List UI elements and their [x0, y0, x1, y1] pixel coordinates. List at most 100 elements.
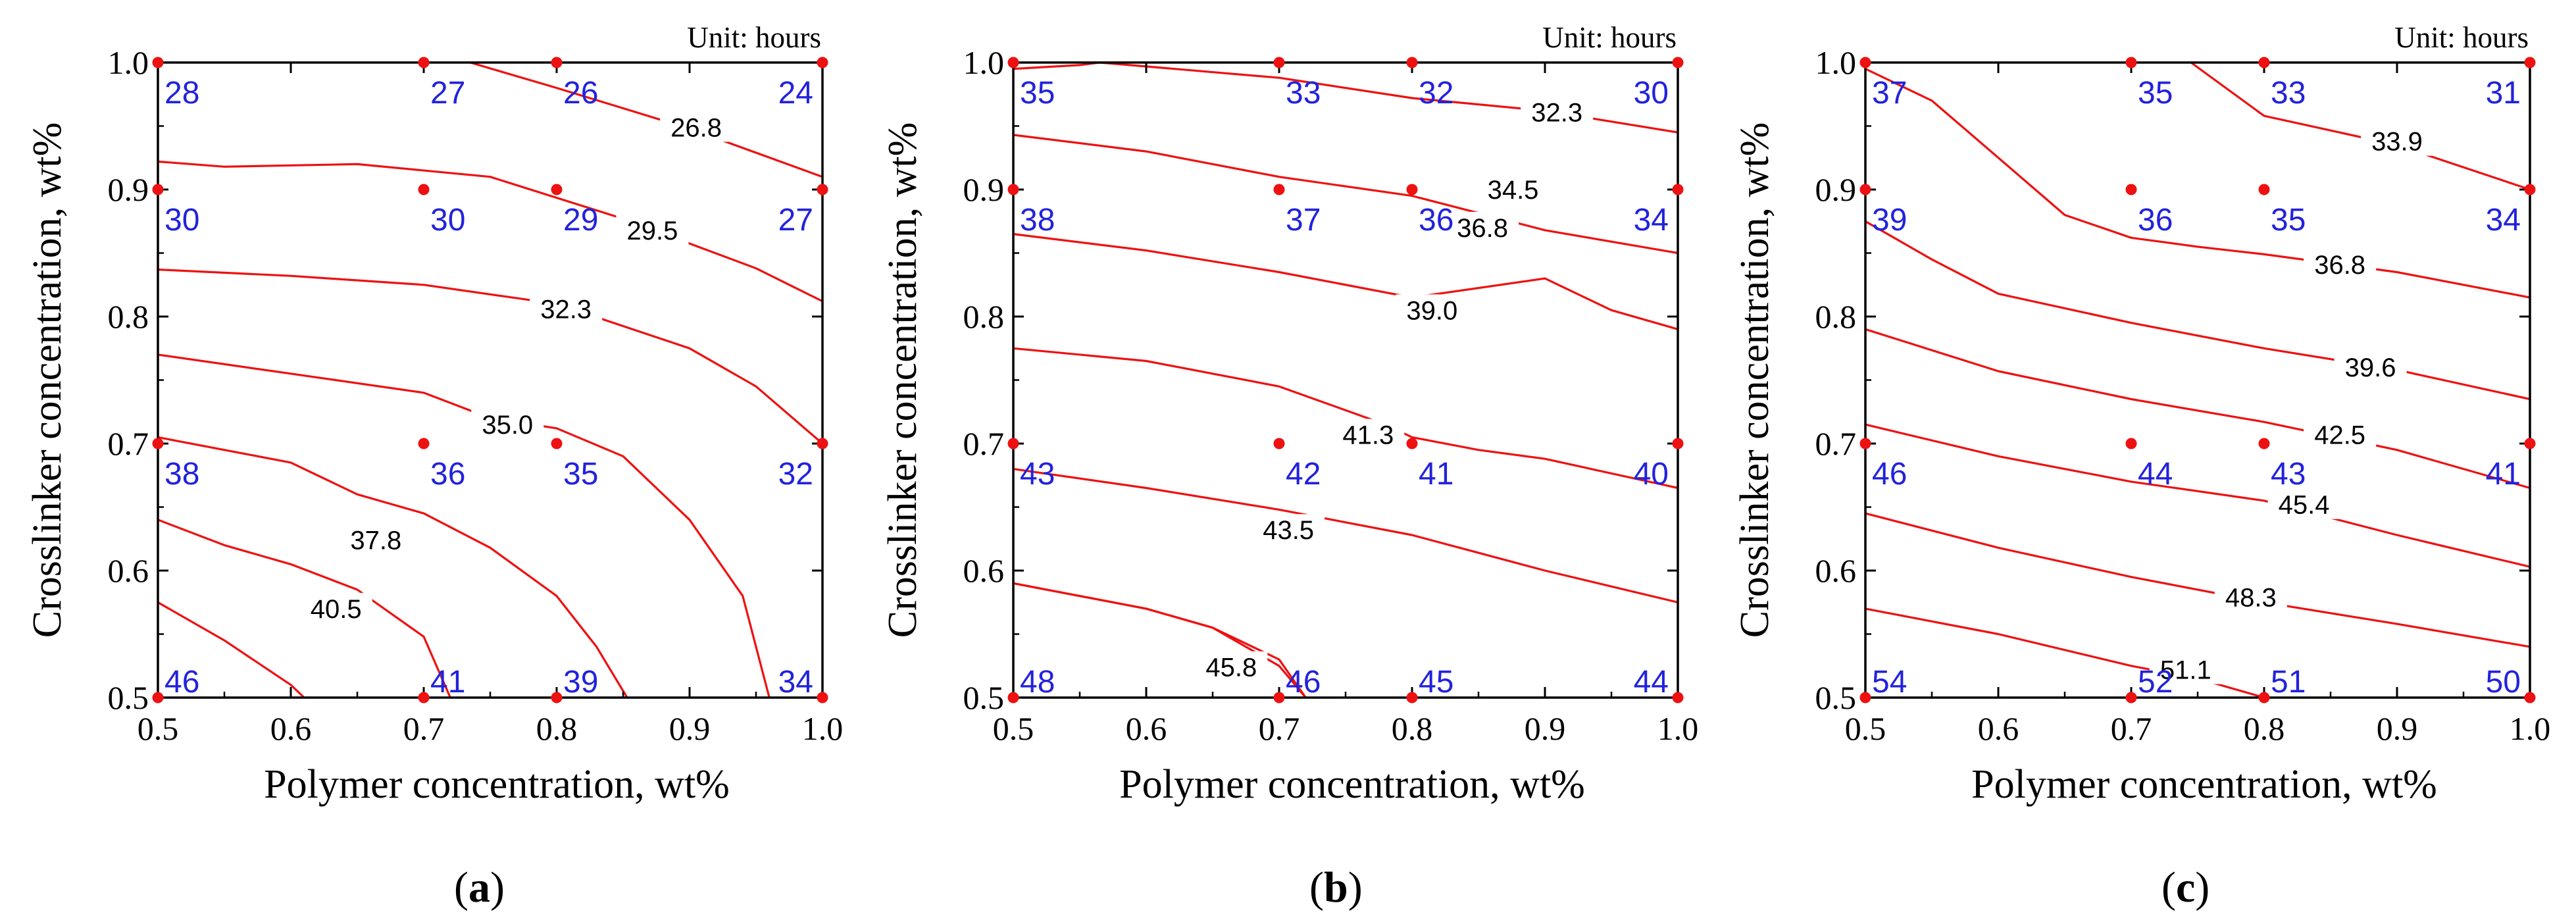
contour-line [1864, 607, 2265, 699]
y-axis-title: Crosslinker concentration, wt% [1732, 122, 1777, 638]
data-point [817, 692, 828, 704]
data-point-value: 28 [164, 76, 199, 111]
contour-line [1012, 134, 1679, 255]
data-point [1007, 438, 1019, 449]
x-tick-label: 0.6 [1978, 710, 2019, 747]
data-point [1859, 57, 1871, 68]
y-tick-label: 0.7 [1815, 425, 1857, 462]
y-tick-label: 0.6 [1815, 552, 1857, 589]
data-point [418, 57, 430, 68]
contour-label: 37.8 [350, 526, 401, 555]
contour-label-bg [2334, 351, 2407, 382]
contour-label: 33.9 [2371, 128, 2423, 157]
data-point-value: 31 [2486, 76, 2521, 111]
data-point [418, 692, 430, 704]
data-point-value: 27 [778, 203, 813, 238]
data-point-value: 35 [2138, 76, 2173, 111]
contour-label: 45.8 [1205, 653, 1257, 682]
data-point-value: 38 [1020, 203, 1055, 238]
panel-a: 0.5 0.6 0.7 0.8 0.9 1.0 0.5 0.6 0.7 0.8 0.9 1.0 Poly… [25, 21, 843, 911]
data-point [1859, 438, 1871, 449]
data-point [2258, 692, 2270, 704]
panel-label-letter: b [1324, 863, 1348, 911]
contour-line [157, 353, 770, 699]
data-point-value: 37 [1286, 203, 1321, 238]
contour-label: 34.5 [1488, 176, 1539, 205]
contour-label: 29.5 [627, 217, 678, 245]
data-point [817, 184, 828, 195]
panel-label-open: ( [454, 863, 468, 911]
y-tick-label: 1.0 [1815, 44, 1857, 81]
y-tick-label: 0.8 [108, 298, 149, 335]
contour-label-bg [1477, 174, 1550, 204]
data-point-value: 39 [563, 665, 598, 700]
data-point-value: 29 [563, 203, 598, 238]
contour-label: 51.1 [2160, 656, 2211, 685]
data-point [1273, 184, 1285, 195]
data-point [418, 184, 430, 195]
data-point-value: 32 [778, 457, 813, 492]
y-tick-label: 1.0 [963, 44, 1005, 81]
data-point-value: 34 [1634, 203, 1669, 238]
x-tick-label: 0.8 [536, 710, 578, 747]
data-point [2258, 184, 2270, 195]
contour-label: 48.3 [2225, 584, 2277, 613]
x-tick-label: 1.0 [2510, 710, 2551, 747]
data-point-value: 43 [1020, 457, 1055, 492]
y-tick-label: 0.9 [1815, 171, 1857, 208]
data-point-value: 39 [1872, 203, 1907, 238]
data-point [551, 184, 563, 195]
data-point [1007, 57, 1019, 68]
contour-line [1864, 423, 2531, 568]
data-point [817, 57, 828, 68]
x-tick-label: 1.0 [802, 710, 844, 747]
data-point [152, 438, 164, 449]
data-point [2524, 57, 2536, 68]
contour-line [157, 519, 451, 699]
panel-label-close: ) [490, 863, 505, 911]
contour-label-bg [340, 524, 413, 555]
y-tick-label: 0.9 [108, 171, 149, 208]
contour-label: 39.0 [1406, 296, 1457, 325]
data-point [1273, 438, 1285, 449]
data-point-value: 41 [2486, 457, 2521, 492]
data-point-value: 41 [430, 665, 465, 700]
contour-label: 43.5 [1263, 516, 1314, 545]
y-axis-title: Crosslinker concentration, wt% [25, 122, 70, 638]
data-point-value: 27 [430, 76, 465, 111]
data-point [817, 438, 828, 449]
contour-label: 35.0 [482, 411, 533, 440]
data-point-value: 45 [1419, 665, 1453, 700]
data-point-value: 52 [2138, 665, 2173, 700]
x-tick-label: 0.8 [2244, 710, 2285, 747]
contour-label: 36.8 [1457, 214, 1508, 243]
data-point [2125, 692, 2137, 704]
data-point-value: 54 [1872, 665, 1907, 700]
contour-label: 36.8 [2314, 251, 2365, 280]
contour-label-bg [471, 409, 544, 440]
panel-label-letter: a [468, 863, 490, 911]
data-point-value: 42 [1286, 457, 1321, 492]
contour-line [157, 601, 305, 699]
data-point [551, 57, 563, 68]
data-point [1406, 184, 1418, 195]
y-tick-label: 0.5 [108, 679, 149, 716]
data-point-value: 48 [1020, 665, 1055, 700]
unit-label: Unit: hours [687, 21, 821, 54]
unit-label: Unit: hours [2394, 21, 2529, 54]
contour-line [1012, 468, 1679, 603]
data-point-value: 35 [563, 457, 598, 492]
contour-label-bg [660, 111, 733, 142]
contour-label-bg [299, 592, 372, 623]
data-point-value: 44 [2138, 457, 2173, 492]
x-tick-label: 0.5 [993, 710, 1034, 747]
contour-line [1012, 582, 1307, 699]
data-point-value: 41 [1419, 457, 1453, 492]
contour-label: 26.8 [670, 113, 722, 142]
data-point [1672, 692, 1684, 704]
panel-label: (c) [2161, 863, 2210, 911]
y-tick-label: 0.8 [963, 298, 1005, 335]
data-point-value: 33 [2271, 76, 2306, 111]
